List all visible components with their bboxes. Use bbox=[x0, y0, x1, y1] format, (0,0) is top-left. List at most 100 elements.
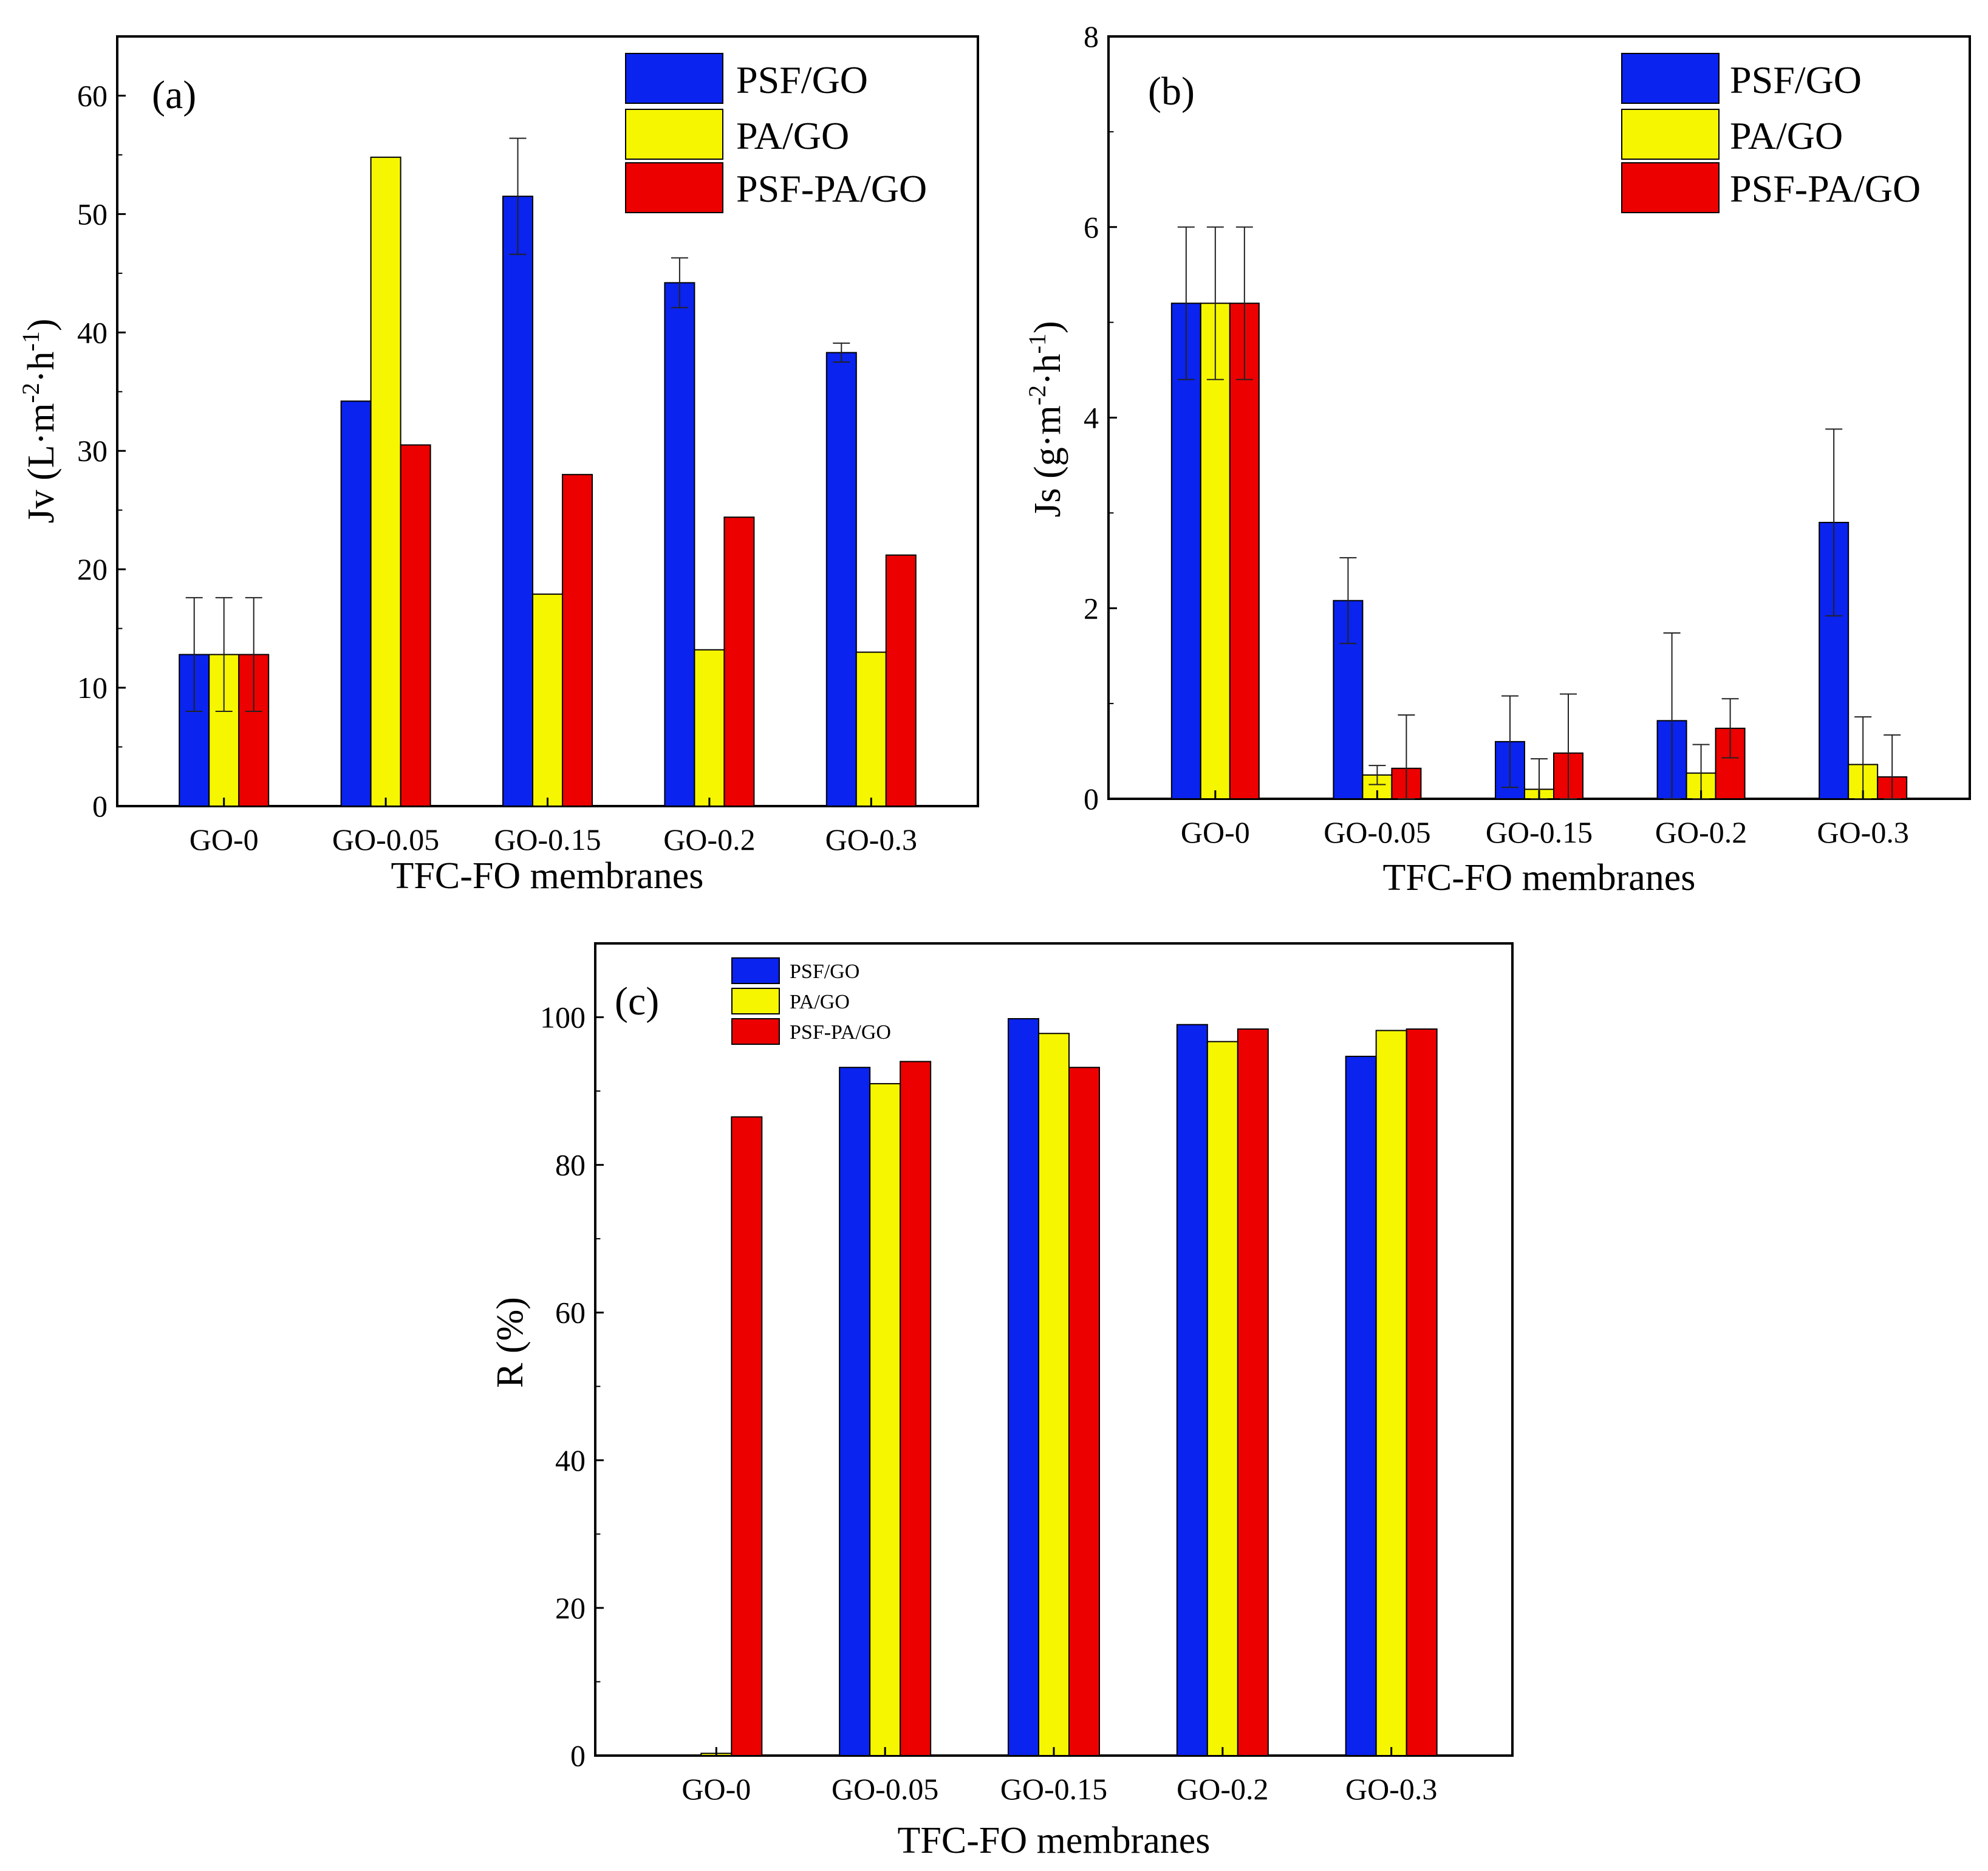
bar-a-pa-go-go-0-2 bbox=[694, 649, 725, 807]
bar-c-psf-go-go-0-05 bbox=[839, 1067, 871, 1756]
y-tick-label-b-4: 4 bbox=[1084, 401, 1099, 435]
bar-c-pa-go-go-0-15 bbox=[1038, 1033, 1070, 1756]
error-bars-b bbox=[1177, 226, 1901, 799]
x-tick-label-a-go-0-2: GO-0.2 bbox=[663, 823, 755, 857]
y-tick-label-c-60: 60 bbox=[555, 1296, 586, 1330]
y-ticks-c: 0 20 40 60 80 100 bbox=[540, 1000, 604, 1773]
legend-item-c-psf-pa-go: PSF-PA/GO bbox=[731, 1018, 891, 1045]
legend-a: PSF/GO PA/GO PSF-PA/GO bbox=[625, 53, 927, 213]
x-tick-label-c-go-0-15: GO-0.15 bbox=[1000, 1772, 1107, 1806]
legend-label-b-psf-pa-go: PSF-PA/GO bbox=[1730, 167, 1921, 210]
legend-item-a-psf-pa-go: PSF-PA/GO bbox=[625, 162, 927, 213]
bar-c-psf-pa-go-go-0-2 bbox=[1237, 1028, 1269, 1756]
y-axis-title-b-sup2: -1 bbox=[1023, 333, 1051, 354]
bar-a-pa-go-go-0-3 bbox=[855, 651, 887, 807]
x-tick-label-b-go-0-3: GO-0.3 bbox=[1817, 815, 1908, 849]
y-axis-title-a: Jv (L·m-2·h-1) bbox=[17, 319, 62, 524]
y-tick-label-b-8: 8 bbox=[1084, 19, 1099, 53]
bar-b-pa-go-go-0 bbox=[1200, 303, 1231, 799]
legend-label-b-pa-go: PA/GO bbox=[1730, 114, 1843, 157]
legend-label-a-pa-go: PA/GO bbox=[736, 114, 849, 157]
legend-item-a-psf-go: PSF/GO bbox=[625, 53, 868, 104]
bar-c-psf-pa-go-go-0-05 bbox=[900, 1061, 932, 1756]
legend-item-a-pa-go: PA/GO bbox=[625, 109, 849, 160]
panel-label-b: (b) bbox=[1148, 69, 1195, 114]
legend-label-c-psf-go: PSF/GO bbox=[790, 960, 859, 983]
y-axis-title-b-end: ) bbox=[1027, 321, 1068, 333]
bars-b bbox=[1170, 303, 1908, 800]
legend-swatch-a-psf-pa-go bbox=[625, 162, 723, 213]
y-tick-label-c-100: 100 bbox=[540, 1000, 586, 1035]
bar-a-psf-pa-go-go-0-15 bbox=[562, 474, 593, 807]
y-axis-title-a-main: Jv (L·m bbox=[21, 403, 62, 523]
bar-a-psf-go-go-0-15 bbox=[502, 196, 533, 807]
bar-c-psf-go-go-0-15 bbox=[1008, 1018, 1039, 1756]
y-tick-label-c-20: 20 bbox=[555, 1591, 586, 1625]
x-ticks-b: GO-0 GO-0.05 GO-0.15 GO-0.2 GO-0.3 bbox=[1181, 790, 1909, 849]
bar-a-psf-pa-go-go-0-2 bbox=[723, 516, 755, 807]
legend-item-c-psf-go: PSF/GO bbox=[731, 957, 859, 984]
y-axis-title-b: Js (g·m-2·h-1) bbox=[1023, 321, 1068, 517]
bar-b-psf-pa-go-go-0 bbox=[1229, 303, 1260, 799]
x-tick-label-c-go-0: GO-0 bbox=[681, 1772, 751, 1806]
bar-c-psf-go-go-0-2 bbox=[1176, 1024, 1208, 1756]
x-tick-label-c-go-0-05: GO-0.05 bbox=[832, 1772, 938, 1806]
legend-swatch-b-psf-go bbox=[1621, 53, 1720, 104]
legend-item-b-psf-go: PSF/GO bbox=[1621, 53, 1862, 104]
legend-c: PSF/GO PA/GO PSF-PA/GO bbox=[731, 957, 891, 1045]
y-tick-label-c-40: 40 bbox=[555, 1443, 586, 1477]
x-ticks-c: GO-0 GO-0.05 GO-0.15 GO-0.2 GO-0.3 bbox=[681, 1747, 1437, 1806]
x-tick-label-b-go-0-2: GO-0.2 bbox=[1655, 815, 1747, 849]
panel-label-c: (c) bbox=[615, 979, 659, 1024]
x-axis-title-c: TFC-FO membranes bbox=[898, 1820, 1211, 1861]
y-axis-title-a-sup1: -2 bbox=[17, 383, 44, 403]
bar-c-pa-go-go-0-2 bbox=[1206, 1041, 1238, 1756]
x-axis-title-a: TFC-FO membranes bbox=[391, 855, 704, 897]
panel-b: 0 2 4 6 8 GO-0 GO-0.05 GO-0.15 GO-0.2 GO-0.3 (b)… bbox=[1023, 19, 1971, 898]
legend-label-b-psf-go: PSF/GO bbox=[1730, 58, 1862, 101]
y-tick-label-a-50: 50 bbox=[77, 197, 108, 231]
y-tick-label-b-0: 0 bbox=[1084, 782, 1099, 816]
y-axis-title-a-mid: ·h bbox=[21, 351, 62, 383]
x-axis-title-b: TFC-FO membranes bbox=[1383, 857, 1696, 898]
legend-item-b-pa-go: PA/GO bbox=[1621, 109, 1843, 160]
x-tick-label-b-go-0: GO-0 bbox=[1181, 815, 1250, 849]
bar-c-psf-pa-go-go-0 bbox=[731, 1116, 763, 1756]
bar-a-psf-pa-go-go-0-3 bbox=[885, 554, 917, 807]
legend-swatch-c-psf-pa-go bbox=[731, 1018, 780, 1045]
x-tick-label-b-go-0-05: GO-0.05 bbox=[1324, 815, 1430, 849]
bar-a-pa-go-go-0-05 bbox=[370, 156, 401, 807]
x-tick-label-b-go-0-15: GO-0.15 bbox=[1486, 815, 1593, 849]
y-axis-title-a-sup2: -1 bbox=[17, 331, 44, 351]
x-tick-label-c-go-0-3: GO-0.3 bbox=[1345, 1772, 1437, 1806]
bar-c-psf-pa-go-go-0-15 bbox=[1068, 1067, 1100, 1756]
bar-a-psf-go-go-0-2 bbox=[664, 282, 695, 807]
y-axis-title-a-end: ) bbox=[21, 319, 62, 332]
y-axis-title-b-mid: ·h bbox=[1027, 354, 1068, 385]
legend-swatch-b-psf-pa-go bbox=[1621, 162, 1720, 213]
bars-c bbox=[700, 1018, 1438, 1756]
y-tick-label-b-2: 2 bbox=[1084, 591, 1099, 625]
legend-label-a-psf-go: PSF/GO bbox=[736, 58, 868, 101]
bar-c-psf-go-go-0-3 bbox=[1345, 1055, 1377, 1756]
y-tick-label-a-20: 20 bbox=[77, 552, 108, 586]
bar-c-pa-go-go-0-3 bbox=[1375, 1030, 1407, 1756]
x-tick-label-a-go-0: GO-0 bbox=[190, 823, 259, 857]
y-ticks-a: 0 10 20 30 40 50 60 bbox=[77, 78, 126, 823]
legend-label-c-psf-pa-go: PSF-PA/GO bbox=[790, 1021, 891, 1044]
y-axis-title-c: R (%) bbox=[490, 1297, 531, 1388]
x-tick-label-a-go-0-05: GO-0.05 bbox=[332, 823, 439, 857]
y-axis-title-b-sup1: -2 bbox=[1023, 385, 1051, 405]
x-tick-label-a-go-0-15: GO-0.15 bbox=[494, 823, 601, 857]
y-ticks-b: 0 2 4 6 8 bbox=[1084, 19, 1117, 816]
legend-swatch-a-psf-go bbox=[625, 53, 723, 104]
x-tick-label-c-go-0-2: GO-0.2 bbox=[1177, 1772, 1268, 1806]
y-tick-label-b-6: 6 bbox=[1084, 210, 1099, 244]
bar-c-psf-pa-go-go-0-3 bbox=[1406, 1028, 1438, 1756]
bar-a-pa-go-go-0-15 bbox=[532, 593, 563, 807]
legend-swatch-c-psf-go bbox=[731, 957, 780, 984]
legend-label-a-psf-pa-go: PSF-PA/GO bbox=[736, 167, 927, 210]
